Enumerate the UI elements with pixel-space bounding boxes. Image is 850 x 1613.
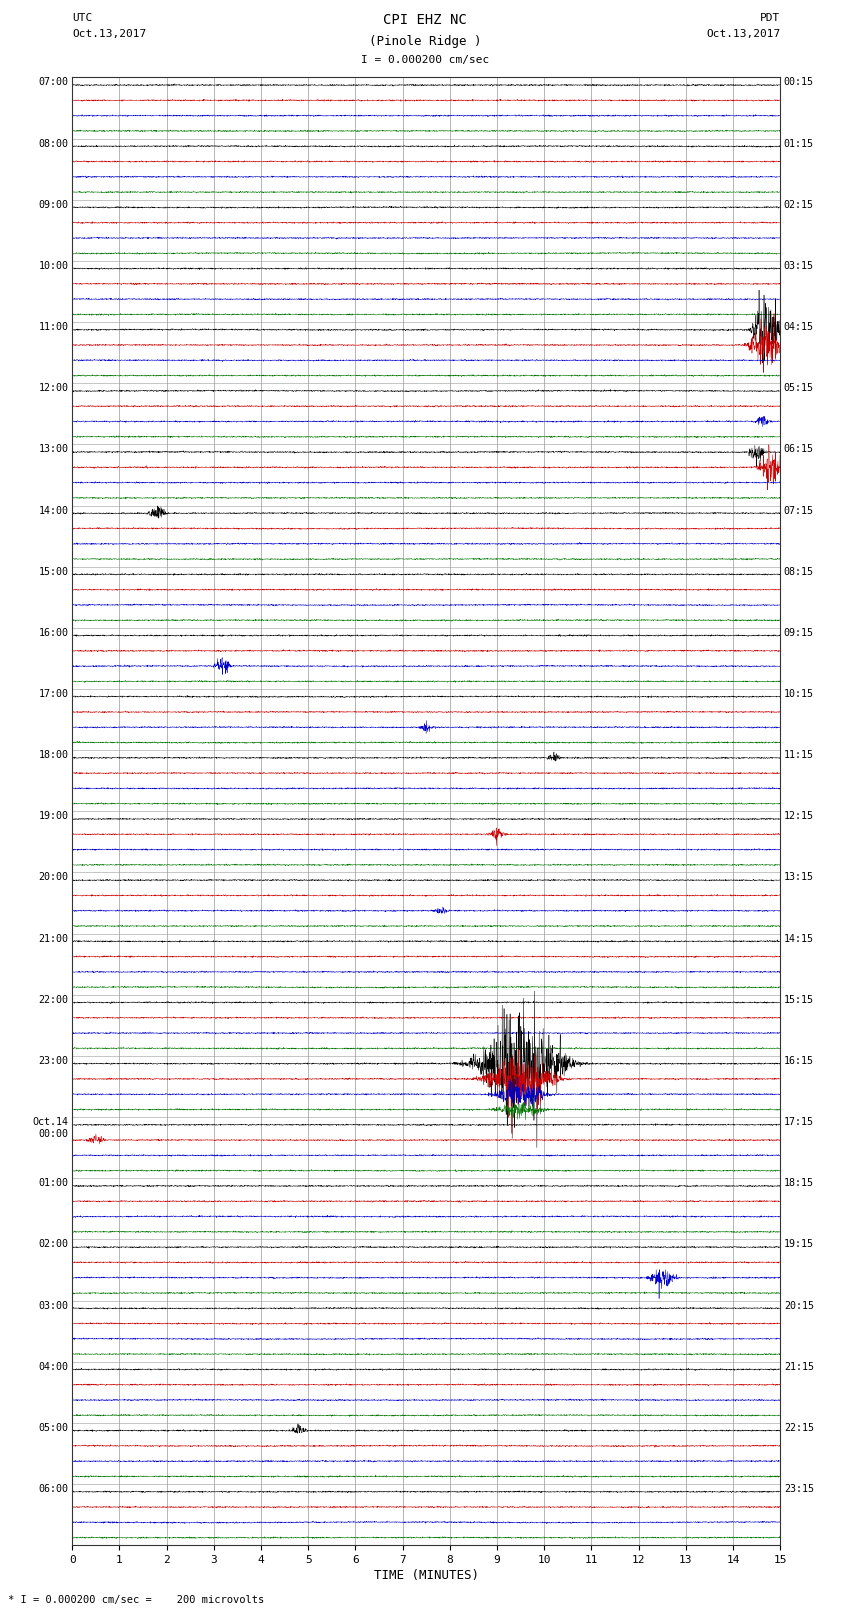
Text: 12:15: 12:15 bbox=[784, 811, 813, 821]
Text: 01:00: 01:00 bbox=[39, 1177, 69, 1189]
Text: 05:00: 05:00 bbox=[39, 1423, 69, 1432]
Text: 22:00: 22:00 bbox=[39, 995, 69, 1005]
Text: 09:15: 09:15 bbox=[784, 627, 813, 637]
Text: 20:15: 20:15 bbox=[784, 1300, 813, 1311]
Text: 12:00: 12:00 bbox=[39, 384, 69, 394]
Text: 04:15: 04:15 bbox=[784, 323, 813, 332]
Text: UTC: UTC bbox=[72, 13, 93, 23]
Text: 13:15: 13:15 bbox=[784, 873, 813, 882]
Text: 15:15: 15:15 bbox=[784, 995, 813, 1005]
Text: 10:15: 10:15 bbox=[784, 689, 813, 698]
Text: 16:15: 16:15 bbox=[784, 1057, 813, 1066]
Text: * I = 0.000200 cm/sec =    200 microvolts: * I = 0.000200 cm/sec = 200 microvolts bbox=[8, 1595, 264, 1605]
Text: 06:00: 06:00 bbox=[39, 1484, 69, 1494]
Text: 03:15: 03:15 bbox=[784, 261, 813, 271]
Text: CPI EHZ NC: CPI EHZ NC bbox=[383, 13, 467, 27]
Text: 11:00: 11:00 bbox=[39, 323, 69, 332]
Text: Oct.13,2017: Oct.13,2017 bbox=[72, 29, 146, 39]
Text: 02:15: 02:15 bbox=[784, 200, 813, 210]
Text: 14:15: 14:15 bbox=[784, 934, 813, 944]
Text: 23:00: 23:00 bbox=[39, 1057, 69, 1066]
Text: 08:15: 08:15 bbox=[784, 566, 813, 577]
Text: 09:00: 09:00 bbox=[39, 200, 69, 210]
Text: Oct.14
00:00: Oct.14 00:00 bbox=[32, 1118, 69, 1139]
Text: 07:00: 07:00 bbox=[39, 77, 69, 87]
X-axis label: TIME (MINUTES): TIME (MINUTES) bbox=[374, 1569, 479, 1582]
Text: 06:15: 06:15 bbox=[784, 444, 813, 455]
Text: 05:15: 05:15 bbox=[784, 384, 813, 394]
Text: 04:00: 04:00 bbox=[39, 1361, 69, 1371]
Text: 00:15: 00:15 bbox=[784, 77, 813, 87]
Text: 03:00: 03:00 bbox=[39, 1300, 69, 1311]
Text: 17:00: 17:00 bbox=[39, 689, 69, 698]
Text: 11:15: 11:15 bbox=[784, 750, 813, 760]
Text: 02:00: 02:00 bbox=[39, 1239, 69, 1250]
Text: 19:15: 19:15 bbox=[784, 1239, 813, 1250]
Text: 21:00: 21:00 bbox=[39, 934, 69, 944]
Text: 16:00: 16:00 bbox=[39, 627, 69, 637]
Text: 14:00: 14:00 bbox=[39, 505, 69, 516]
Text: PDT: PDT bbox=[760, 13, 780, 23]
Text: 23:15: 23:15 bbox=[784, 1484, 813, 1494]
Text: 10:00: 10:00 bbox=[39, 261, 69, 271]
Text: 01:15: 01:15 bbox=[784, 139, 813, 148]
Text: 17:15: 17:15 bbox=[784, 1118, 813, 1127]
Text: 18:00: 18:00 bbox=[39, 750, 69, 760]
Text: 08:00: 08:00 bbox=[39, 139, 69, 148]
Text: 13:00: 13:00 bbox=[39, 444, 69, 455]
Text: 07:15: 07:15 bbox=[784, 505, 813, 516]
Text: 20:00: 20:00 bbox=[39, 873, 69, 882]
Text: I = 0.000200 cm/sec: I = 0.000200 cm/sec bbox=[361, 55, 489, 65]
Text: 22:15: 22:15 bbox=[784, 1423, 813, 1432]
Text: 19:00: 19:00 bbox=[39, 811, 69, 821]
Text: Oct.13,2017: Oct.13,2017 bbox=[706, 29, 780, 39]
Text: 18:15: 18:15 bbox=[784, 1177, 813, 1189]
Text: 21:15: 21:15 bbox=[784, 1361, 813, 1371]
Text: 15:00: 15:00 bbox=[39, 566, 69, 577]
Text: (Pinole Ridge ): (Pinole Ridge ) bbox=[369, 35, 481, 48]
